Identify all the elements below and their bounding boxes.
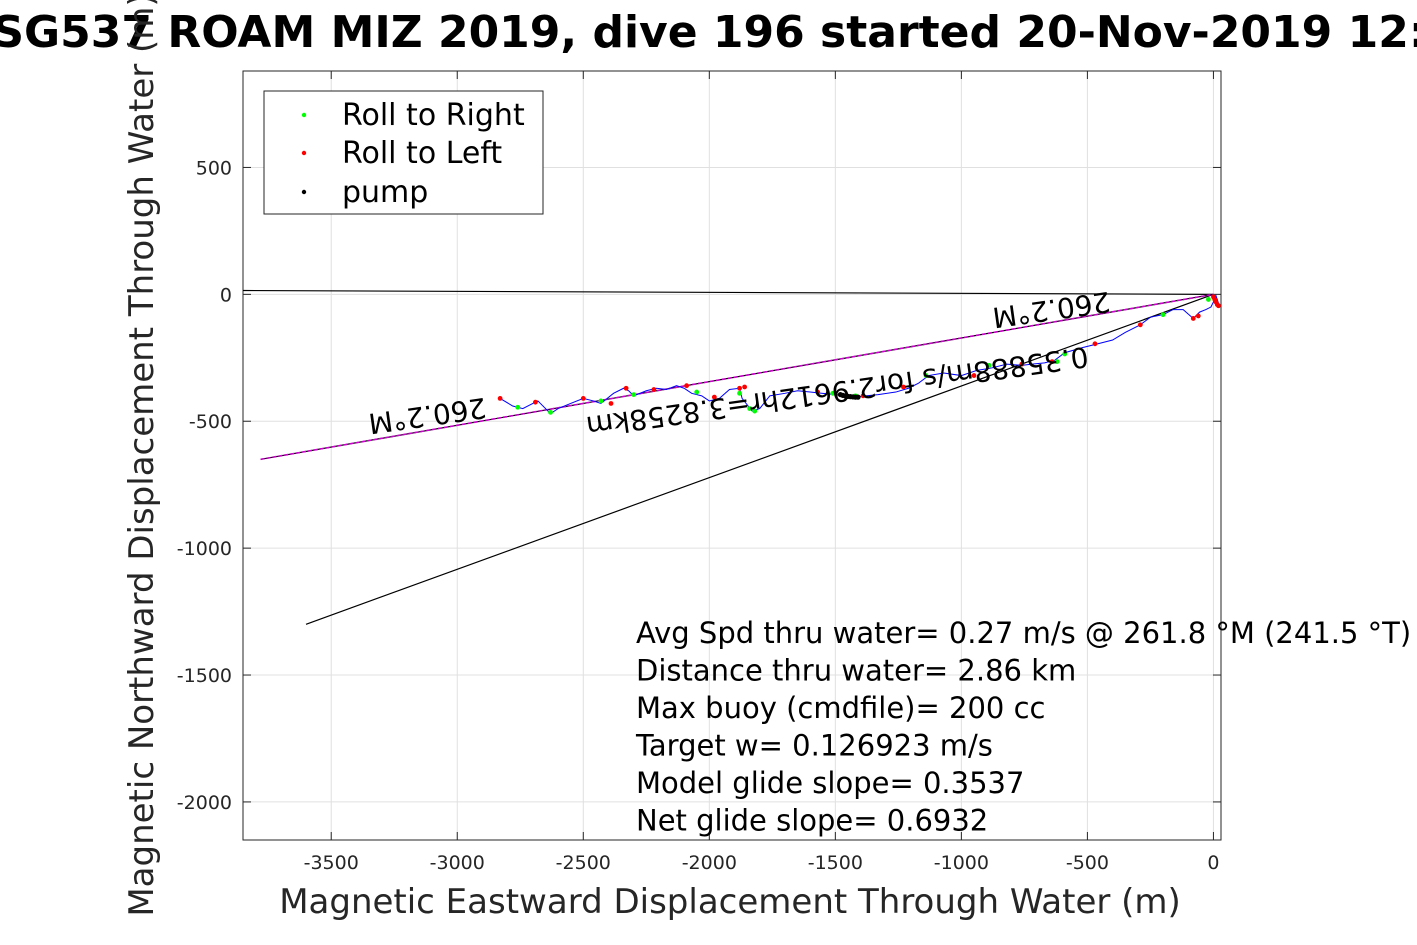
roll-left-point xyxy=(742,384,748,390)
x-tick-label: -2500 xyxy=(556,852,611,874)
roll-right-point xyxy=(1205,297,1211,302)
roll-left-point xyxy=(1190,316,1196,321)
roll-left-point xyxy=(1216,303,1221,309)
roll-left-point xyxy=(901,384,906,390)
y-tick-label: 0 xyxy=(220,284,232,306)
roll-left-point xyxy=(1019,361,1025,367)
x-tick-label: -1000 xyxy=(934,852,989,874)
legend-label-roll-right: Roll to Right xyxy=(342,98,525,133)
pump-point xyxy=(855,394,861,400)
roll-left-point xyxy=(684,383,690,389)
stats-line: Net glide slope= 0.6932 xyxy=(636,804,988,838)
roll-left-point xyxy=(580,395,586,401)
reference-line-heading xyxy=(260,293,1214,461)
roll-right-point xyxy=(830,390,836,396)
legend-label-pump: pump xyxy=(342,175,428,210)
stats-line: Distance thru water= 2.86 km xyxy=(636,654,1076,688)
roll-left-point xyxy=(1137,322,1143,328)
reference-lines xyxy=(243,289,1214,625)
roll-right-point xyxy=(1054,359,1060,364)
stats-line: Model glide slope= 0.3537 xyxy=(636,766,1024,800)
stats-line: Max buoy (cmdfile)= 200 cc xyxy=(636,691,1045,725)
roll-right-point xyxy=(1062,351,1068,357)
x-tick-label: -500 xyxy=(1066,852,1109,874)
roll-left-point xyxy=(737,385,742,391)
axes: -3500 -3000 -2500 -2000 -1500 -1000 -500 0 500 0 -… xyxy=(177,70,1222,874)
roll-left-point xyxy=(651,387,657,392)
x-tick-label: -3000 xyxy=(430,852,485,874)
roll-right-point xyxy=(1160,312,1166,318)
x-tick-label: -3500 xyxy=(304,852,359,874)
roll-right-point xyxy=(747,406,753,411)
y-tick-label: -2000 xyxy=(177,792,232,814)
roll-right-point xyxy=(548,409,553,415)
stats-line: Target w= 0.126923 m/s xyxy=(635,729,993,763)
roll-left-point xyxy=(860,393,866,399)
x-tick-label: 0 xyxy=(1207,852,1219,874)
roll-right-point xyxy=(598,398,604,404)
roll-right-point xyxy=(752,408,758,414)
y-tick-label: -500 xyxy=(189,411,232,433)
y-tick-label: -1000 xyxy=(177,538,232,560)
markers xyxy=(497,294,1221,415)
roll-left-point xyxy=(1092,341,1098,347)
x-tick-label: -1500 xyxy=(808,852,863,874)
roll-left-point xyxy=(711,394,717,400)
x-axis-label: Magnetic Eastward Displacement Through W… xyxy=(279,882,1181,922)
legend-box xyxy=(263,90,544,215)
roll-right-point xyxy=(986,363,992,368)
roll-left-point xyxy=(1195,313,1201,319)
legend-label-roll-left: Roll to Left xyxy=(342,136,502,171)
legend-marker-pump xyxy=(301,189,307,195)
roll-right-point xyxy=(923,373,929,378)
roll-right-point xyxy=(737,390,742,396)
roll-left-point xyxy=(497,395,503,401)
roll-right-point xyxy=(631,392,637,397)
roll-right-point xyxy=(694,389,700,395)
reference-line-glide-lower xyxy=(305,293,1214,625)
x-tick-label: -2000 xyxy=(682,852,737,874)
y-tick-label: 500 xyxy=(196,157,232,179)
legend-marker-roll-left xyxy=(301,150,307,156)
stats-block: Avg Spd thru water= 0.27 m/s @ 261.8 °M … xyxy=(635,616,1411,838)
roll-left-point xyxy=(623,385,629,391)
roll-left-point xyxy=(815,389,821,395)
roll-left-point xyxy=(532,399,538,405)
reference-line-current xyxy=(243,289,1214,295)
roll-right-point xyxy=(515,404,521,410)
y-tick-label: -1500 xyxy=(177,665,232,687)
roll-left-point xyxy=(608,401,614,406)
chart-title: SG537 ROAM MIZ 2019, dive 196 started 20… xyxy=(0,7,1417,58)
plot-frame xyxy=(242,70,1222,841)
y-axis-label: Magnetic Northward Displacement Through … xyxy=(122,0,162,917)
roll-left-point xyxy=(1049,359,1055,364)
stats-line: Avg Spd thru water= 0.27 m/s @ 261.8 °M … xyxy=(636,616,1411,650)
legend-marker-roll-right xyxy=(301,112,307,118)
legend: Roll to Right Roll to Left pump xyxy=(263,90,544,215)
roll-left-point xyxy=(971,373,977,378)
